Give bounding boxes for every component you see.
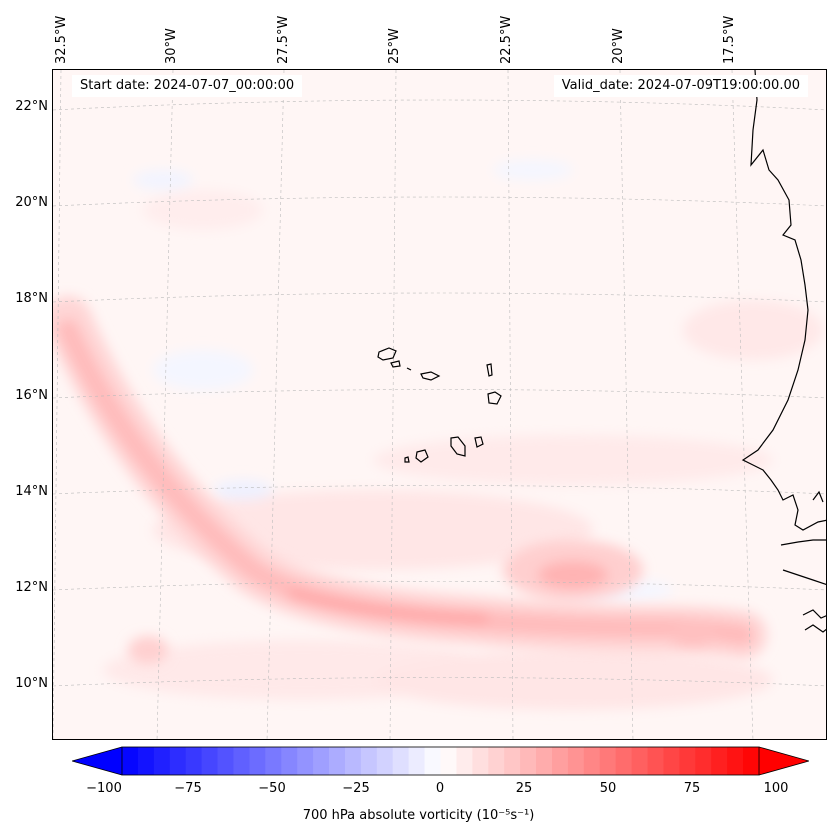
lon-tick-label: 17.5°W	[722, 15, 737, 64]
colorbar-cell	[424, 747, 441, 775]
colorbar-cell	[631, 747, 649, 775]
lat-tick-label: 20°N	[15, 195, 48, 210]
colorbar-cell	[185, 747, 203, 775]
colorbar-cells	[122, 747, 760, 775]
colorbar-cell	[440, 747, 457, 775]
colorbar-tick-label: 50	[599, 781, 617, 796]
lat-tick-label: 14°N	[15, 484, 48, 499]
colorbar-outline	[121, 746, 760, 776]
colorbar-tick-label: −50	[258, 781, 286, 796]
lat-tick-label: 16°N	[15, 388, 48, 403]
colorbar-cell	[536, 747, 553, 775]
african-coastline	[741, 70, 826, 633]
graticule	[53, 70, 826, 739]
colorbar-cell	[313, 747, 330, 775]
colorbar-cell	[217, 747, 234, 775]
vorticity-map	[53, 70, 826, 739]
colorbar-cell	[169, 747, 187, 775]
start-date-label: Start date: 2024-07-07_00:00:00	[72, 75, 303, 97]
colorbar	[72, 746, 809, 776]
colorbar-cell	[504, 747, 521, 775]
colorbar-cell	[281, 747, 298, 775]
colorbar-cell	[647, 747, 664, 775]
weak-vorticity-patches	[103, 160, 823, 710]
colorbar-cell	[233, 747, 250, 775]
colorbar-tick-label: −25	[342, 781, 370, 796]
colorbar-tick-label: 0	[435, 781, 445, 796]
colorbar-cell	[583, 747, 601, 775]
colorbar-cell	[408, 747, 426, 775]
colorbar-cell	[520, 747, 537, 775]
colorbar-tick-label: 100	[763, 781, 789, 796]
lon-tick-label: 22.5°W	[499, 15, 514, 64]
colorbar-tick-label: 75	[683, 781, 701, 796]
colorbar-cell	[711, 747, 728, 775]
colorbar-cell	[297, 747, 314, 775]
colorbar-tick-label: 25	[515, 781, 533, 796]
colorbar-cell	[344, 747, 362, 775]
colorbar-label: 700 hPa absolute vorticity (10⁻⁵s⁻¹)	[302, 808, 535, 823]
colorbar-cell	[392, 747, 410, 775]
colorbar-cell	[567, 747, 585, 775]
colorbar-cell	[727, 747, 744, 775]
colorbar-cell	[743, 747, 760, 775]
colorbar-cell	[472, 747, 489, 775]
lon-tick-label: 20°W	[611, 28, 626, 64]
colorbar-cell	[137, 747, 155, 775]
map-panel[interactable]	[52, 69, 827, 740]
colorbar-cell	[615, 747, 633, 775]
colorbar-tick-label: −75	[174, 781, 202, 796]
lat-tick-label: 12°N	[15, 580, 48, 595]
colorbar-cell	[122, 747, 139, 775]
colorbar-cell	[329, 747, 346, 775]
colorbar-cell	[551, 747, 569, 775]
colorbar-cell	[265, 747, 282, 775]
colorbar-tick-label: −100	[86, 781, 122, 796]
colorbar-cell	[599, 747, 617, 775]
lat-tick-label: 18°N	[15, 291, 48, 306]
lat-tick-label: 22°N	[15, 99, 48, 114]
lat-tick-label: 10°N	[15, 676, 48, 691]
colorbar-cell	[679, 747, 696, 775]
colorbar-cell	[360, 747, 378, 775]
colorbar-cell	[695, 747, 712, 775]
colorbar-cell	[663, 747, 680, 775]
lon-tick-label: 27.5°W	[276, 15, 291, 64]
lon-tick-label: 25°W	[387, 28, 402, 64]
colorbar-cell	[456, 747, 473, 775]
cape-verde-islands	[377, 347, 502, 463]
colorbar-cell	[488, 747, 505, 775]
lon-tick-label: 32.5°W	[54, 15, 69, 64]
colorbar-extend-min	[72, 747, 122, 775]
lon-tick-label: 30°W	[164, 28, 179, 64]
colorbar-cell	[153, 747, 171, 775]
colorbar-extend-max	[759, 747, 809, 775]
colorbar-cell	[201, 747, 219, 775]
colorbar-cell	[376, 747, 394, 775]
colorbar-cell	[249, 747, 266, 775]
valid-date-label: Valid_date: 2024-07-09T19:00:00.00	[553, 75, 808, 97]
vorticity-band	[53, 296, 767, 664]
